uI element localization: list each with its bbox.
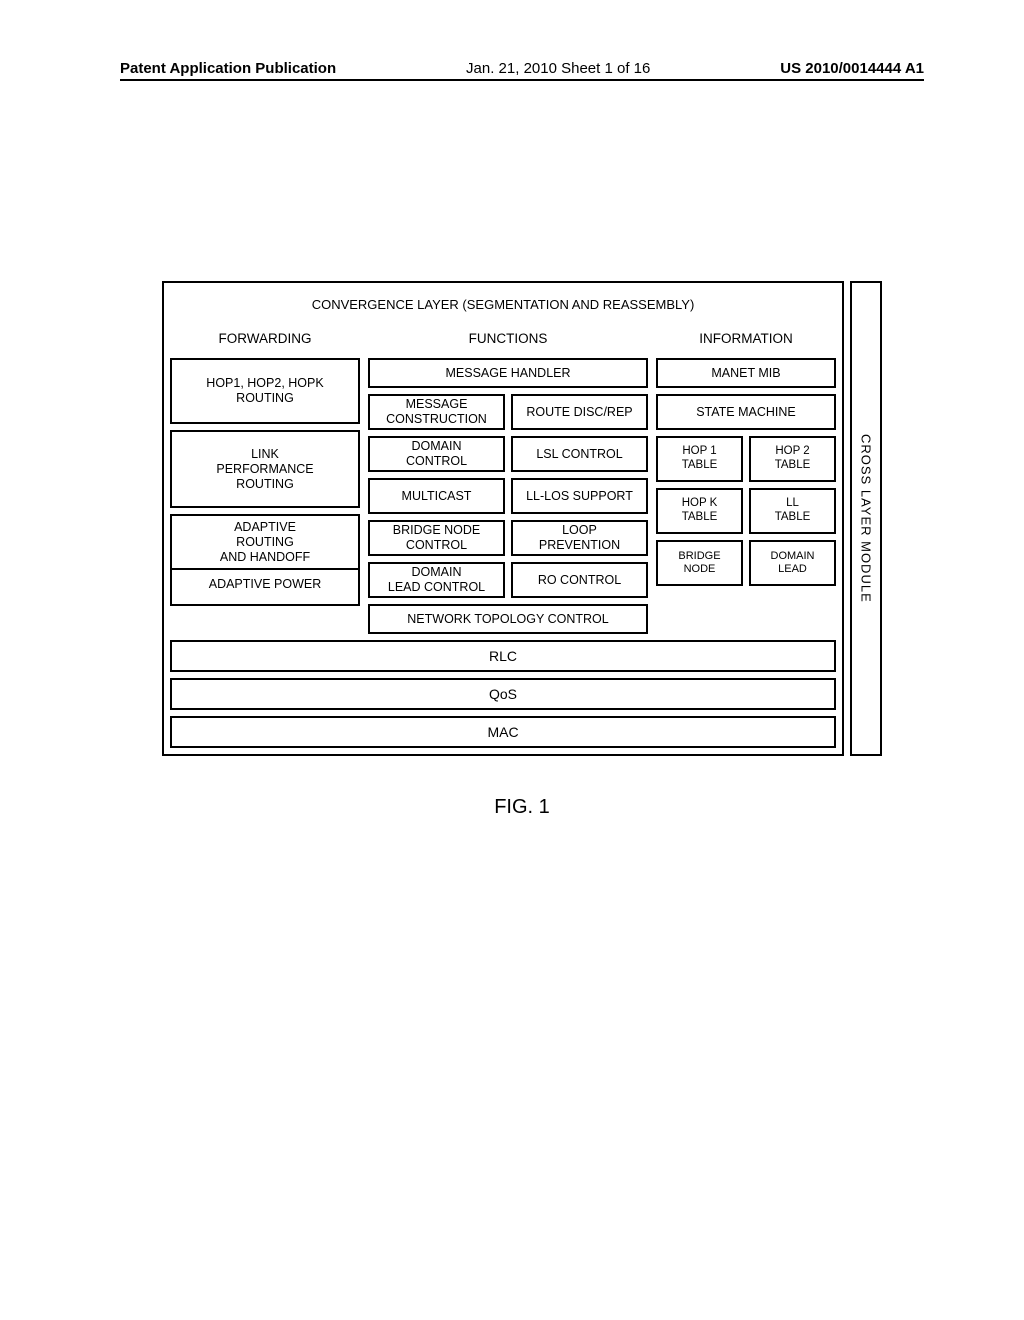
information-column: INFORMATION MANET MIB STATE MACHINE HOP … bbox=[656, 327, 836, 634]
link-performance-box: LINKPERFORMANCEROUTING bbox=[170, 430, 360, 508]
adaptive-routing-box: ADAPTIVEROUTINGAND HANDOFF bbox=[170, 514, 360, 570]
func-row-1: DOMAINCONTROL LSL CONTROL bbox=[368, 436, 648, 472]
lsl-control-box: LSL CONTROL bbox=[511, 436, 648, 472]
route-disc-rep-box: ROUTE DISC/REP bbox=[511, 394, 648, 430]
header-center: Jan. 21, 2010 Sheet 1 of 16 bbox=[466, 60, 650, 77]
message-handler-box: MESSAGE HANDLER bbox=[368, 358, 648, 388]
func-row-3: BRIDGE NODECONTROL LOOPPREVENTION bbox=[368, 520, 648, 556]
diagram: CONVERGENCE LAYER (SEGMENTATION AND REAS… bbox=[162, 281, 882, 756]
functions-column: FUNCTIONS MESSAGE HANDLER MESSAGECONSTRU… bbox=[368, 327, 648, 634]
func-row-0: MESSAGECONSTRUCTION ROUTE DISC/REP bbox=[368, 394, 648, 430]
hopk-table-box: HOP KTABLE bbox=[656, 488, 743, 534]
forwarding-header: FORWARDING bbox=[170, 327, 360, 352]
multicast-box: MULTICAST bbox=[368, 478, 505, 514]
rlc-bar: RLC bbox=[170, 640, 836, 672]
state-machine-box: STATE MACHINE bbox=[656, 394, 836, 430]
page: Patent Application Publication Jan. 21, … bbox=[0, 0, 1024, 1320]
cross-layer-module: CROSS LAYER MODULE bbox=[850, 281, 882, 756]
message-construction-box: MESSAGECONSTRUCTION bbox=[368, 394, 505, 430]
func-row-2: MULTICAST LL-LOS SUPPORT bbox=[368, 478, 648, 514]
figure-caption: FIG. 1 bbox=[120, 796, 924, 819]
information-header: INFORMATION bbox=[656, 327, 836, 352]
main-outer-box: CONVERGENCE LAYER (SEGMENTATION AND REAS… bbox=[162, 281, 844, 756]
domain-lead-control-box: DOMAINLEAD CONTROL bbox=[368, 562, 505, 598]
domain-lead-box: DOMAINLEAD bbox=[749, 540, 836, 586]
network-topology-box: NETWORK TOPOLOGY CONTROL bbox=[368, 604, 648, 634]
header-right: US 2010/0014444 A1 bbox=[780, 60, 924, 77]
ll-los-support-box: LL-LOS SUPPORT bbox=[511, 478, 648, 514]
hop-routing-box: HOP1, HOP2, HOPKROUTING bbox=[170, 358, 360, 424]
header-row: Patent Application Publication Jan. 21, … bbox=[120, 60, 924, 77]
func-row-4: DOMAINLEAD CONTROL RO CONTROL bbox=[368, 562, 648, 598]
info-grid-0: HOP 1TABLE HOP 2TABLE bbox=[656, 436, 836, 482]
bridge-node-control-box: BRIDGE NODECONTROL bbox=[368, 520, 505, 556]
header-divider bbox=[120, 79, 924, 81]
info-grid-2: BRIDGENODE DOMAINLEAD bbox=[656, 540, 836, 586]
manet-mib-box: MANET MIB bbox=[656, 358, 836, 388]
info-grid-1: HOP KTABLE LLTABLE bbox=[656, 488, 836, 534]
adaptive-power-box: ADAPTIVE POWER bbox=[170, 564, 360, 606]
domain-control-box: DOMAINCONTROL bbox=[368, 436, 505, 472]
adaptive-wrap: ADAPTIVEROUTINGAND HANDOFF ADAPTIVE POWE… bbox=[170, 514, 360, 606]
columns-row: FORWARDING HOP1, HOP2, HOPKROUTING LINKP… bbox=[170, 327, 836, 634]
hop2-table-box: HOP 2TABLE bbox=[749, 436, 836, 482]
ll-table-box: LLTABLE bbox=[749, 488, 836, 534]
forwarding-column: FORWARDING HOP1, HOP2, HOPKROUTING LINKP… bbox=[170, 327, 360, 634]
convergence-layer: CONVERGENCE LAYER (SEGMENTATION AND REAS… bbox=[170, 289, 836, 321]
header-left: Patent Application Publication bbox=[120, 60, 336, 77]
loop-prevention-box: LOOPPREVENTION bbox=[511, 520, 648, 556]
ro-control-box: RO CONTROL bbox=[511, 562, 648, 598]
functions-header: FUNCTIONS bbox=[368, 327, 648, 352]
cross-layer-label: CROSS LAYER MODULE bbox=[859, 434, 874, 603]
hop1-table-box: HOP 1TABLE bbox=[656, 436, 743, 482]
bridge-node-box: BRIDGENODE bbox=[656, 540, 743, 586]
qos-bar: QoS bbox=[170, 678, 836, 710]
mac-bar: MAC bbox=[170, 716, 836, 748]
